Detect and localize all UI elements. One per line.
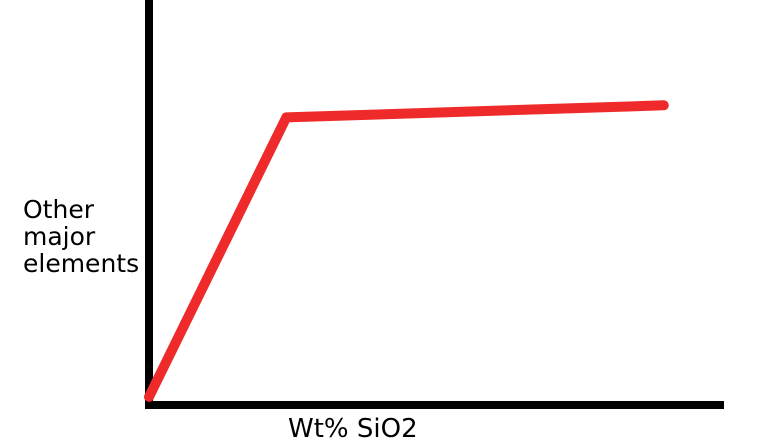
y-axis-label-line-3: elements <box>23 249 140 278</box>
series-line-1 <box>144 100 669 402</box>
axes <box>145 0 724 409</box>
x-axis-label: Wt% SiO2 <box>288 414 418 444</box>
y-axis-label: Other major elements <box>23 196 163 277</box>
y-axis-label-line-2: major <box>23 222 96 251</box>
series-group <box>144 100 669 402</box>
y-axis-label-line-1: Other <box>23 195 94 224</box>
